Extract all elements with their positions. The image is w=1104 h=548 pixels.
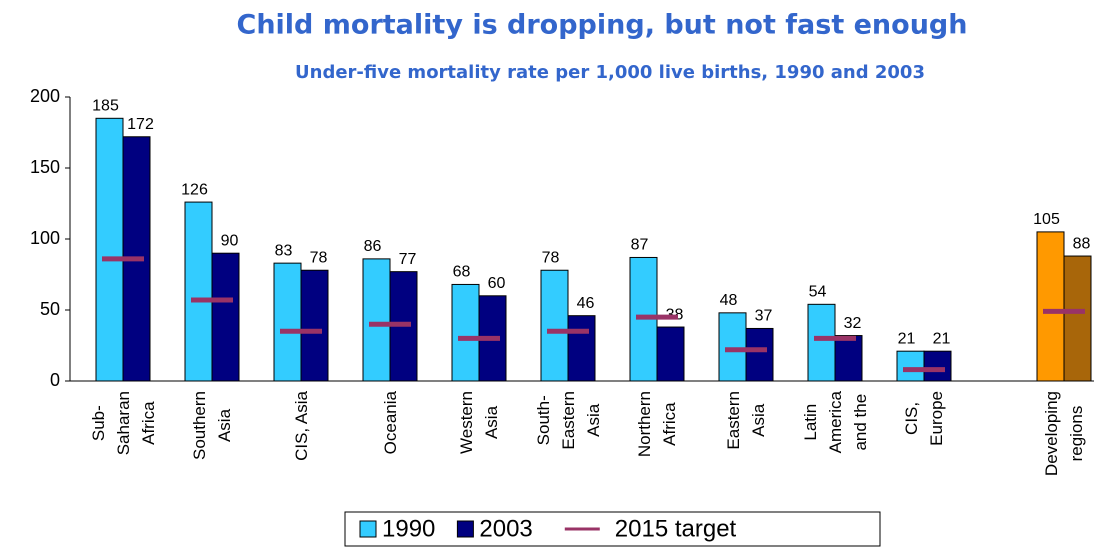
x-tick-label: Southern Asia <box>190 391 234 460</box>
legend-label: 1990 <box>382 515 435 542</box>
x-tick-label: CIS, Europe <box>902 391 946 446</box>
value-label: 83 <box>275 242 293 259</box>
y-tick-label: 50 <box>40 299 60 319</box>
x-tick-label: Eastern Asia <box>724 391 768 450</box>
value-label: 60 <box>488 275 506 292</box>
bar <box>567 315 596 382</box>
legend-box <box>344 511 881 547</box>
bar <box>923 350 952 382</box>
y-tick-label: 200 <box>30 86 60 106</box>
x-tick-label: Northern Africa <box>635 391 679 458</box>
value-label: 78 <box>310 249 328 266</box>
bar <box>95 117 124 382</box>
bar <box>718 312 747 382</box>
bar <box>451 283 480 382</box>
legend-swatch <box>456 520 474 538</box>
bar <box>1063 255 1092 382</box>
value-label: 105 <box>1033 211 1060 228</box>
bar <box>834 335 863 382</box>
value-label: 86 <box>364 238 382 255</box>
legend-label: 2003 <box>479 515 532 542</box>
value-label: 32 <box>844 315 862 332</box>
value-label: 54 <box>809 284 827 301</box>
y-tick-label: 150 <box>30 157 60 177</box>
bar <box>656 326 685 382</box>
legend-swatch <box>359 520 377 538</box>
bar <box>1036 231 1065 382</box>
x-tick-label: Latin America and the <box>800 391 870 454</box>
x-tick-label: CIS, Asia <box>291 391 311 461</box>
bar <box>896 350 925 382</box>
x-tick-label: Western Asia <box>457 391 501 454</box>
x-tick-label: Sub- Saharan Africa <box>88 391 158 456</box>
legend-label: 2015 target <box>615 515 737 542</box>
value-label: 68 <box>453 264 471 281</box>
value-label: 48 <box>720 292 738 309</box>
x-tick-label: South- Eastern Asia <box>533 391 603 450</box>
chart-title: Child mortality is dropping, but not fas… <box>237 10 968 41</box>
bar <box>184 201 213 382</box>
value-label: 90 <box>221 232 239 249</box>
bar <box>362 258 391 382</box>
x-tick-label: Oceania <box>380 391 400 455</box>
bar <box>745 327 774 382</box>
value-label: 21 <box>898 330 916 347</box>
x-tick-label: Developing regions <box>1042 391 1086 477</box>
value-label: 37 <box>755 308 773 325</box>
y-tick-label: 100 <box>30 228 60 248</box>
bar <box>540 269 569 382</box>
value-label: 88 <box>1073 235 1091 252</box>
value-label: 126 <box>181 181 208 198</box>
bar <box>273 262 302 382</box>
y-tick-label: 0 <box>50 370 60 390</box>
value-label: 46 <box>577 295 595 312</box>
bar <box>211 252 240 382</box>
bar <box>300 269 329 382</box>
chart-subtitle: Under-five mortality rate per 1,000 live… <box>295 62 925 83</box>
value-label: 172 <box>127 116 154 133</box>
bar <box>807 303 836 382</box>
value-label: 78 <box>542 249 560 266</box>
value-label: 185 <box>92 98 119 115</box>
value-label: 77 <box>399 251 417 268</box>
value-label: 87 <box>631 237 649 254</box>
value-label: 21 <box>933 330 951 347</box>
